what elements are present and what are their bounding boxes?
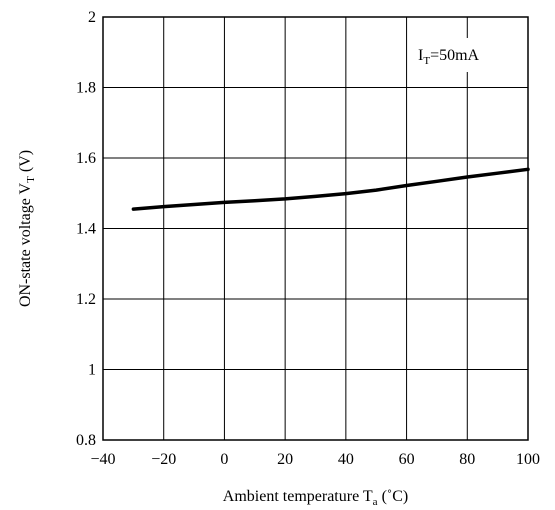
y-axis-title-symbol: V [17, 182, 34, 194]
annotation-box: IT=50mA [408, 38, 527, 72]
y-axis-title: ON-state voltage VT (V) [17, 150, 37, 307]
x-tick-label: 20 [277, 451, 293, 468]
x-tick-label: 80 [459, 451, 475, 468]
series-line [131, 167, 530, 211]
y-tick-label: 1 [88, 362, 96, 379]
y-tick-label: 1.8 [76, 80, 96, 97]
x-tick-labels: −40 −20 0 20 40 60 80 100 [90, 451, 540, 468]
y-axis-title-subscript: T [25, 176, 37, 183]
x-tick-label: 60 [399, 451, 415, 468]
annotation-background [408, 38, 527, 72]
y-tick-labels: 0.8 1 1.2 1.4 1.6 1.8 2 [76, 9, 96, 449]
y-tick-label: 2 [88, 9, 96, 26]
y-tick-label: 1.4 [76, 221, 96, 238]
x-tick-label: 100 [516, 451, 540, 468]
annotation-subscript: T [423, 55, 430, 67]
x-tick-label: −40 [90, 451, 115, 468]
x-axis-title-symbol: T [363, 488, 373, 505]
annotation-label: IT=50mA [418, 47, 480, 67]
annotation-value: =50mA [430, 47, 479, 64]
x-tick-label: 0 [220, 451, 228, 468]
y-tick-label: 0.8 [76, 432, 96, 449]
x-axis-title-unit: (˚C) [378, 488, 409, 505]
y-tick-label: 1.2 [76, 291, 96, 308]
x-axis-title: Ambient temperature Ta (˚C) [223, 488, 408, 508]
x-tick-label: 40 [338, 451, 354, 468]
y-tick-label: 1.6 [76, 150, 96, 167]
annotation-symbol: I [418, 47, 423, 64]
y-axis-title-unit: (V) [17, 150, 34, 176]
x-axis-title-subscript: a [373, 496, 378, 508]
x-tick-label: −20 [151, 451, 176, 468]
x-axis-title-text: Ambient temperature [223, 488, 359, 505]
grid [103, 17, 528, 440]
y-axis-title-text: ON-state voltage [17, 198, 34, 307]
plot-frame [102, 16, 529, 441]
series-lines [131, 167, 530, 211]
